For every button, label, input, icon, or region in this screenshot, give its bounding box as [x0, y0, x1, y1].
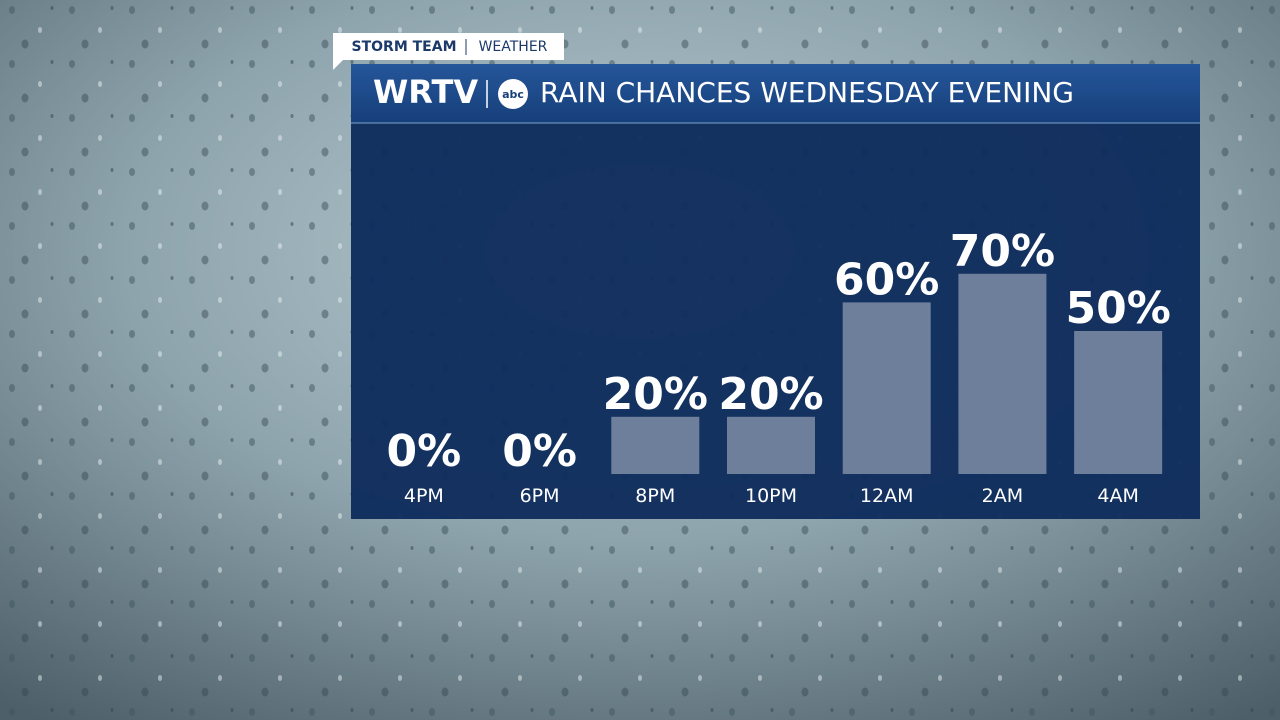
tag: STORM TEAM [352, 39, 457, 55]
value-label: 0% [502, 426, 577, 477]
tag-notch [333, 60, 343, 70]
bar [727, 416, 815, 474]
chart-title: RAIN CHANCES WEDNESDAY EVENING [540, 76, 1074, 109]
value-label: 0% [387, 426, 462, 477]
tag-section: WEATHER [479, 39, 548, 55]
network-logo [498, 79, 528, 109]
x-tick-label: 4PM [404, 485, 444, 507]
value-label: 20% [603, 369, 708, 420]
station: WRTV [373, 73, 478, 111]
value-label: 20% [718, 369, 823, 420]
value-label: 60% [834, 254, 939, 305]
value-label: 50% [1065, 283, 1170, 334]
x-tick-label: 10PM [745, 485, 797, 507]
x-tick-label: 2AM [982, 485, 1023, 507]
x-tick-label: 12AM [860, 485, 914, 507]
tag-box [333, 33, 564, 60]
x-tick-label: 4AM [1097, 485, 1138, 507]
bar [842, 302, 931, 474]
x-tick-label: 6PM [520, 485, 560, 507]
bar [958, 273, 1047, 474]
network: abc [502, 88, 524, 101]
x-tick-label: 8PM [635, 485, 675, 507]
header [351, 64, 1200, 123]
bar [611, 416, 700, 474]
value-label: 70% [950, 226, 1055, 277]
bar [1074, 331, 1163, 474]
